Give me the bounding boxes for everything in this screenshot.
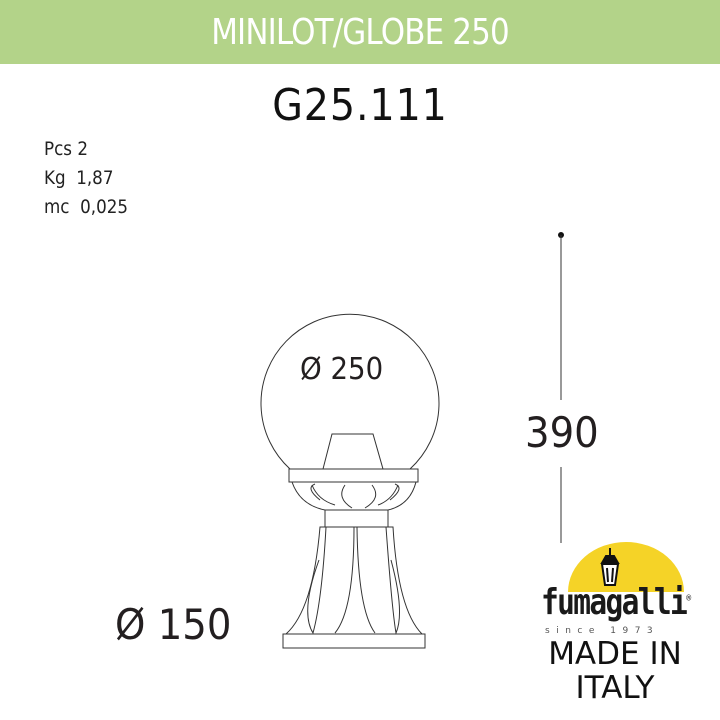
height-label: 390 xyxy=(525,408,599,457)
since-text: since 1973 xyxy=(545,626,660,636)
base-plinth xyxy=(282,633,426,649)
spec-mc: mc 0,025 xyxy=(44,196,128,218)
base-diameter-label: Ø 150 xyxy=(115,600,232,649)
logo-sun xyxy=(568,542,684,592)
made-in-line1: MADE IN xyxy=(548,636,682,672)
globe-outline xyxy=(260,313,440,470)
base-ring xyxy=(288,468,419,483)
brand-name: fumagalli xyxy=(541,582,688,623)
product-family-title: MINILOT/GLOBE 250 xyxy=(211,12,509,53)
spec-value: 2 xyxy=(77,138,88,160)
product-code: G25.111 xyxy=(272,80,448,131)
spec-label: Kg xyxy=(44,167,66,189)
spec-value: 0,025 xyxy=(80,196,129,218)
spec-label: mc xyxy=(44,196,70,218)
collar xyxy=(324,509,389,528)
lantern-icon xyxy=(600,548,620,586)
title-band: MINILOT/GLOBE 250 xyxy=(0,0,720,64)
registered-mark: ® xyxy=(686,593,691,604)
spec-value: 1,87 xyxy=(76,167,114,189)
spec-kg: Kg 1,87 xyxy=(44,167,113,189)
brand-logo: fumagalli® xyxy=(541,582,691,623)
made-in-line2: ITALY xyxy=(575,670,655,706)
spec-pcs: Pcs 2 xyxy=(44,138,88,160)
spec-label: Pcs xyxy=(44,138,72,160)
globe-diameter-label: Ø 250 xyxy=(300,352,384,387)
globe-neck xyxy=(322,433,384,470)
